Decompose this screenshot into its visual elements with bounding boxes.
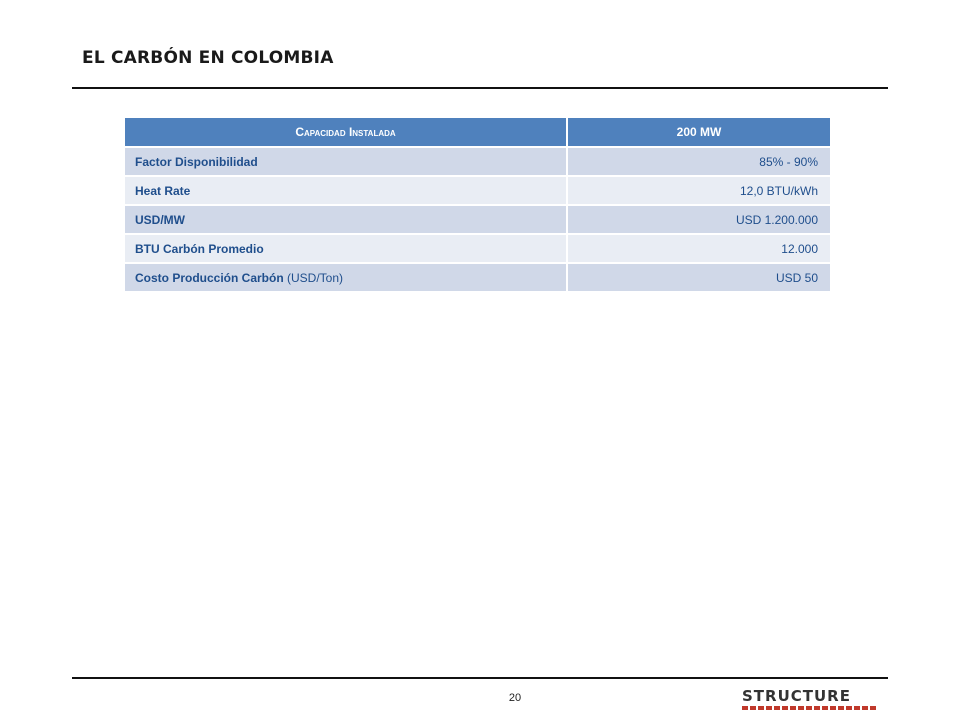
header-value-cell: 200 MW (567, 118, 830, 148)
row-label: Heat Rate (135, 183, 191, 198)
table-row: Costo Producción Carbón (USD/Ton) USD 50 (125, 263, 830, 293)
footer-divider (72, 677, 888, 679)
structure-logo: STRUCTURE (742, 688, 876, 712)
table-header-row: Capacidad Instalada 200 MW (125, 118, 830, 148)
row-label-cell: BTU Carbón Promedio (125, 234, 568, 264)
row-value: 12,0 BTU/kWh (567, 176, 830, 206)
table-row: Heat Rate 12,0 BTU/kWh (125, 176, 830, 206)
table-row: BTU Carbón Promedio 12.000 (125, 234, 830, 264)
row-value: 12.000 (567, 234, 830, 264)
row-value: USD 1.200.000 (567, 205, 830, 235)
capacity-table: Capacidad Instalada 200 MW Factor Dispon… (125, 118, 830, 293)
row-value: USD 50 (567, 263, 830, 293)
slide-title: EL CARBÓN EN COLOMBIA (82, 48, 334, 68)
row-unit-note: (USD/Ton) (283, 270, 344, 285)
row-label-cell: Costo Producción Carbón (USD/Ton) (125, 263, 568, 293)
row-label: Factor Disponibilidad (135, 154, 258, 169)
title-divider (72, 87, 888, 89)
header-label-cell: Capacidad Instalada (125, 118, 568, 148)
row-label: BTU Carbón Promedio (135, 241, 264, 256)
page-number: 20 (508, 692, 522, 704)
header-label: Capacidad Instalada (295, 125, 396, 139)
row-label-cell: Factor Disponibilidad (125, 147, 568, 177)
logo-text: STRUCTURE (742, 687, 851, 705)
table-row: Factor Disponibilidad 85% - 90% (125, 147, 830, 177)
row-label-cell: USD/MW (125, 205, 568, 235)
row-label: USD/MW (135, 212, 185, 227)
logo-accent-bar (742, 706, 876, 710)
row-label: Costo Producción Carbón (135, 270, 284, 285)
row-value: 85% - 90% (567, 147, 830, 177)
row-label-cell: Heat Rate (125, 176, 568, 206)
table-row: USD/MW USD 1.200.000 (125, 205, 830, 235)
